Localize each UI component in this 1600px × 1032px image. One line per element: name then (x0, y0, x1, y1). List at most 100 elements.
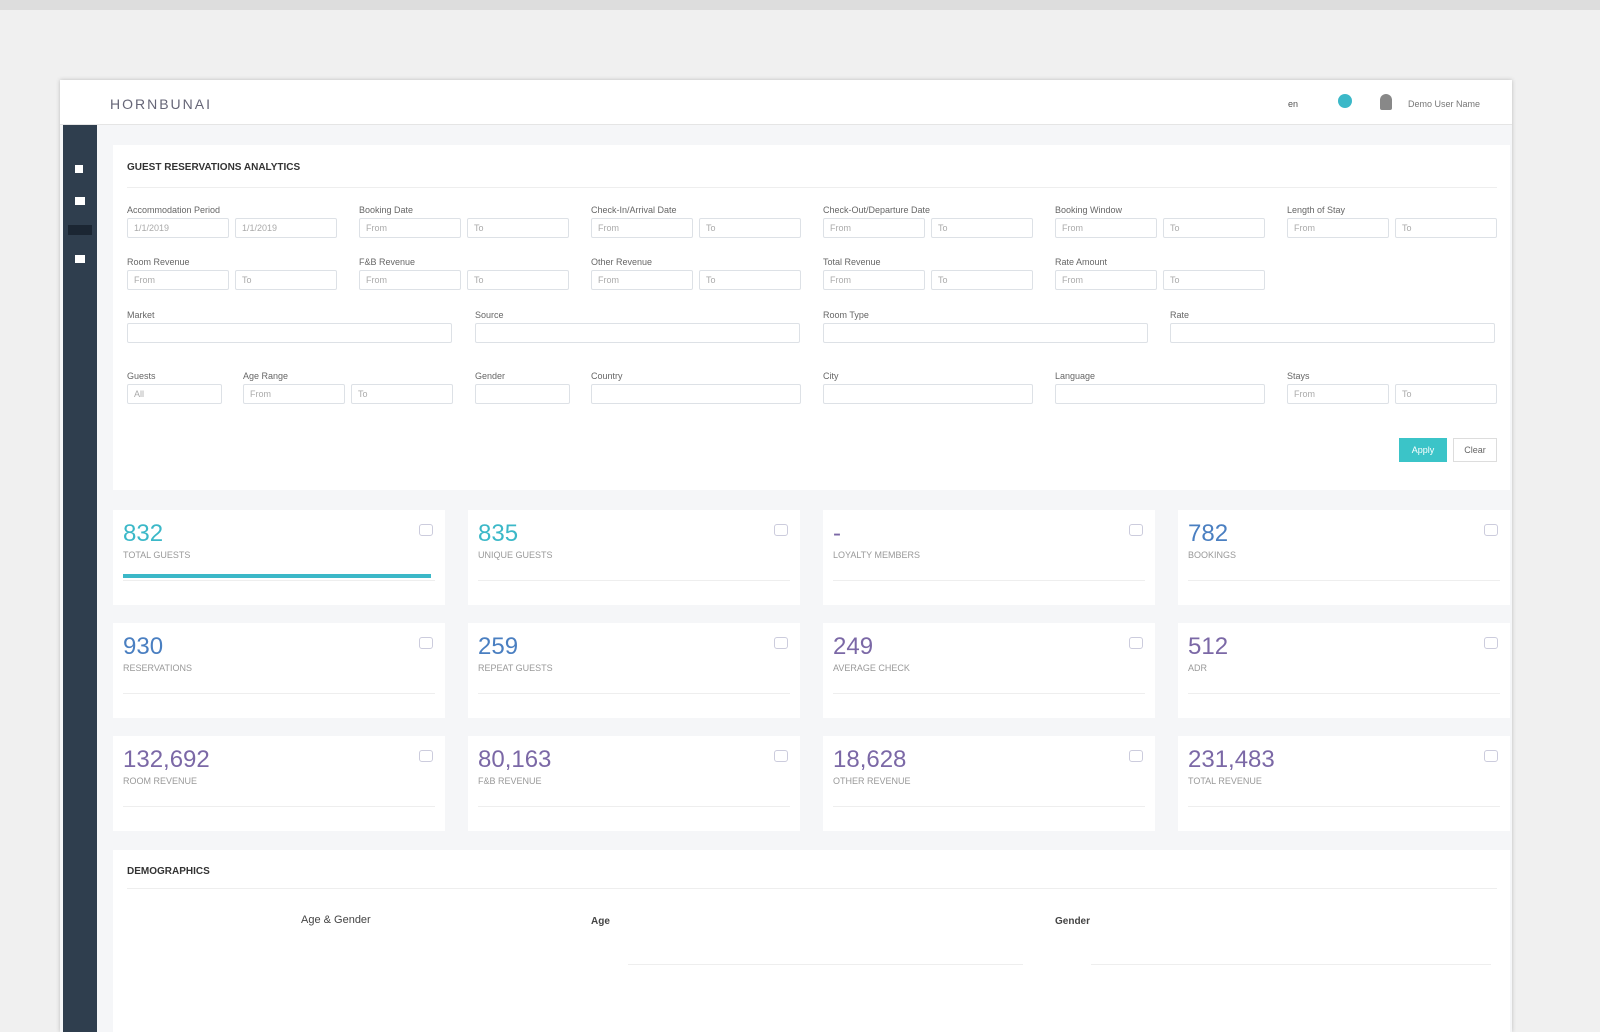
stat-card: 832 TOTAL GUESTS (113, 510, 445, 605)
filter-input[interactable]: To (931, 218, 1033, 238)
filter-input[interactable]: To (931, 270, 1033, 290)
icon (774, 750, 788, 762)
stat-label: F&B REVENUE (478, 776, 542, 786)
filter-input[interactable] (127, 323, 452, 343)
icon (774, 524, 788, 536)
stat-card: 249 AVERAGE CHECK (823, 623, 1155, 718)
stat-card: 132,692 ROOM REVENUE (113, 736, 445, 831)
filter-label: Check-Out/Departure Date (823, 205, 931, 215)
stat-card: 930 RESERVATIONS (113, 623, 445, 718)
stat-card: 512 ADR (1178, 623, 1510, 718)
stat-label: ADR (1188, 663, 1208, 673)
divider (833, 693, 1145, 694)
icon (1129, 637, 1143, 649)
filter-input[interactable]: From (823, 270, 925, 290)
filter-input[interactable]: From (127, 270, 229, 290)
stat-label: ROOM REVENUE (123, 776, 198, 786)
filter-input[interactable] (475, 384, 570, 404)
filter-input[interactable] (823, 323, 1148, 343)
grid-line (628, 964, 1023, 965)
filter-label: Room Revenue (127, 257, 190, 267)
divider (1188, 806, 1500, 807)
filter-label: Source (475, 310, 504, 320)
stat-label: BOOKINGS (1188, 550, 1237, 560)
filter-input[interactable]: To (467, 270, 569, 290)
divider (123, 580, 435, 581)
stat-label: RESERVATIONS (123, 663, 193, 673)
filter-label: Check-In/Arrival Date (591, 205, 677, 215)
filter-input[interactable] (591, 384, 801, 404)
filter-input[interactable]: From (359, 218, 461, 238)
filter-input[interactable]: From (243, 384, 345, 404)
panel-title: GUEST RESERVATIONS ANALYTICS (127, 162, 301, 173)
filter-label: Accommodation Period (127, 205, 221, 215)
stat-label: TOTAL REVENUE (1188, 776, 1262, 786)
divider (123, 693, 435, 694)
stat-value: 231,483 (1188, 746, 1275, 773)
nav-icon[interactable] (75, 165, 83, 173)
filter-label: Booking Window (1055, 205, 1123, 215)
nav-icon[interactable] (75, 197, 85, 205)
stat-value: 18,628 (833, 746, 907, 773)
filter-input[interactable]: From (1055, 270, 1157, 290)
filter-input[interactable]: To (235, 270, 337, 290)
demographics-panel: DEMOGRAPHICS Age & Gender Age Gender (113, 850, 1510, 1032)
filter-input[interactable]: To (699, 218, 801, 238)
stat-card: 18,628 OTHER REVENUE (823, 736, 1155, 831)
stat-label: AVERAGE CHECK (833, 663, 910, 673)
filter-panel: GUEST RESERVATIONS ANALYTICS Apply Clear… (113, 145, 1510, 490)
filter-input[interactable] (1055, 384, 1265, 404)
filter-input[interactable]: To (1395, 218, 1497, 238)
filter-input[interactable]: All (127, 384, 222, 404)
icon (1129, 524, 1143, 536)
filter-label: Country (591, 371, 623, 381)
stat-value: 930 (123, 633, 164, 660)
filter-input[interactable]: From (1055, 218, 1157, 238)
stat-card: - LOYALTY MEMBERS (823, 510, 1155, 605)
icon (774, 637, 788, 649)
stat-label: UNIQUE GUESTS (478, 550, 553, 560)
divider (833, 806, 1145, 807)
filter-input[interactable]: 1/1/2019 (235, 218, 337, 238)
notification-icon[interactable] (1338, 94, 1352, 108)
stat-card: 835 UNIQUE GUESTS (468, 510, 800, 605)
filter-input[interactable]: 1/1/2019 (127, 218, 229, 238)
apply-button[interactable]: Apply (1399, 438, 1447, 462)
divider (1188, 693, 1500, 694)
filter-input[interactable]: From (591, 218, 693, 238)
filter-input[interactable] (1170, 323, 1495, 343)
filter-input[interactable]: To (467, 218, 569, 238)
logo[interactable]: HORNBUNAI (110, 96, 213, 112)
stat-label: TOTAL GUESTS (123, 550, 191, 560)
nav-icon-active[interactable] (68, 225, 92, 235)
stat-label: OTHER REVENUE (833, 776, 911, 786)
filter-label: Rate (1170, 310, 1190, 320)
filter-input[interactable]: To (1163, 218, 1265, 238)
stat-value: 512 (1188, 633, 1229, 660)
stat-value: 782 (1188, 520, 1229, 547)
chart-title: Gender (1055, 916, 1091, 927)
user-name[interactable]: Demo User Name (1408, 99, 1481, 109)
filter-input[interactable] (475, 323, 800, 343)
stat-value: 132,692 (123, 746, 210, 773)
clear-button[interactable]: Clear (1453, 438, 1497, 462)
filter-input[interactable]: To (699, 270, 801, 290)
filter-input[interactable]: From (359, 270, 461, 290)
filter-input[interactable]: To (1395, 384, 1497, 404)
progress-bar (123, 574, 431, 578)
filter-input[interactable]: To (351, 384, 453, 404)
icon (1484, 637, 1498, 649)
nav-icon[interactable] (75, 255, 85, 263)
icon (419, 750, 433, 762)
filter-input[interactable]: From (591, 270, 693, 290)
filter-input[interactable]: From (1287, 218, 1389, 238)
filter-input[interactable]: To (1163, 270, 1265, 290)
filter-label: Market (127, 310, 155, 320)
filter-input[interactable] (823, 384, 1033, 404)
filter-input[interactable]: From (823, 218, 925, 238)
filter-label: Booking Date (359, 205, 414, 215)
stat-label: REPEAT GUESTS (478, 663, 553, 673)
filter-input[interactable]: From (1287, 384, 1389, 404)
language[interactable]: en (1288, 99, 1299, 109)
